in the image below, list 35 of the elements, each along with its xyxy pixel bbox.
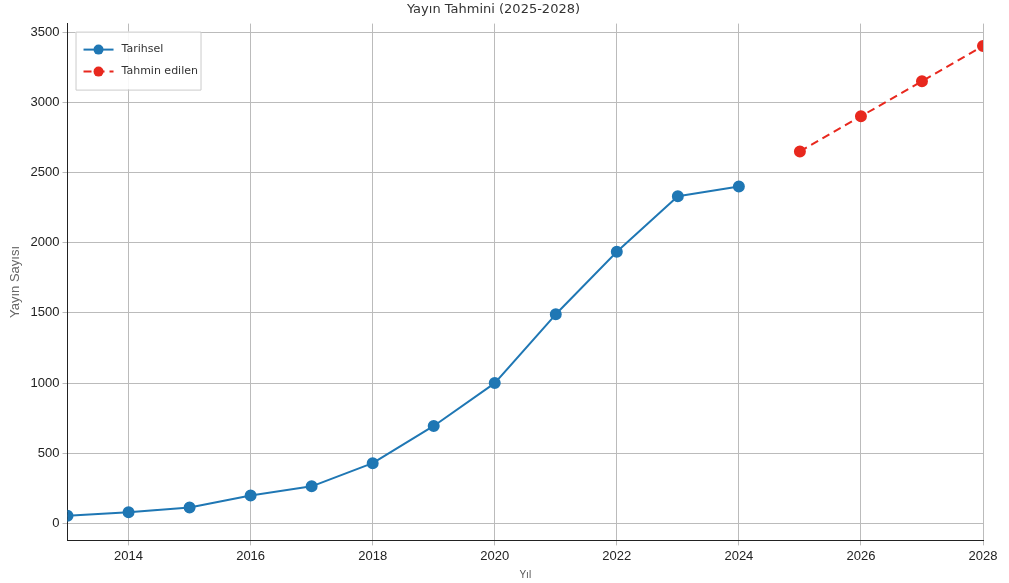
legend-label: Tarihsel (120, 42, 164, 56)
point (915, 75, 928, 88)
x-tick-label: 2024 (724, 547, 754, 563)
y-tick-label: 2500 (30, 164, 60, 180)
x-tick-label: 2020 (480, 547, 510, 563)
point (793, 145, 806, 158)
chart-title: Yayın Tahmini (2025-2028) (405, 1, 581, 17)
legend-label: Tahmin edilen (120, 64, 198, 78)
point (427, 419, 440, 432)
y-tick-label: 3000 (30, 93, 60, 109)
x-axis-title: Yıl (519, 568, 532, 580)
y-tick-label: 0 (52, 515, 60, 531)
point (366, 457, 379, 470)
y-tick-label: 1000 (30, 374, 60, 390)
x-tick-label: 2028 (968, 547, 998, 563)
point (122, 506, 135, 519)
point (549, 308, 562, 321)
point (610, 245, 623, 258)
y-tick-label: 3500 (30, 23, 60, 39)
x-tick-label: 2026 (846, 547, 876, 563)
x-tick-label: 2014 (114, 547, 144, 563)
y-axis-title: Yayın Sayısı (7, 245, 23, 319)
x-tick-label: 2022 (602, 547, 632, 563)
x-tick-label: 2016 (236, 547, 266, 563)
point (488, 377, 501, 390)
point (305, 480, 318, 493)
point (854, 110, 867, 123)
point (671, 190, 684, 203)
x-tick-label: 2018 (358, 547, 388, 563)
point (244, 489, 257, 502)
y-tick-label: 500 (37, 444, 60, 460)
y-tick-label: 1500 (30, 304, 60, 320)
y-tick-label: 2000 (30, 234, 60, 250)
point (732, 180, 745, 193)
point (183, 501, 196, 514)
